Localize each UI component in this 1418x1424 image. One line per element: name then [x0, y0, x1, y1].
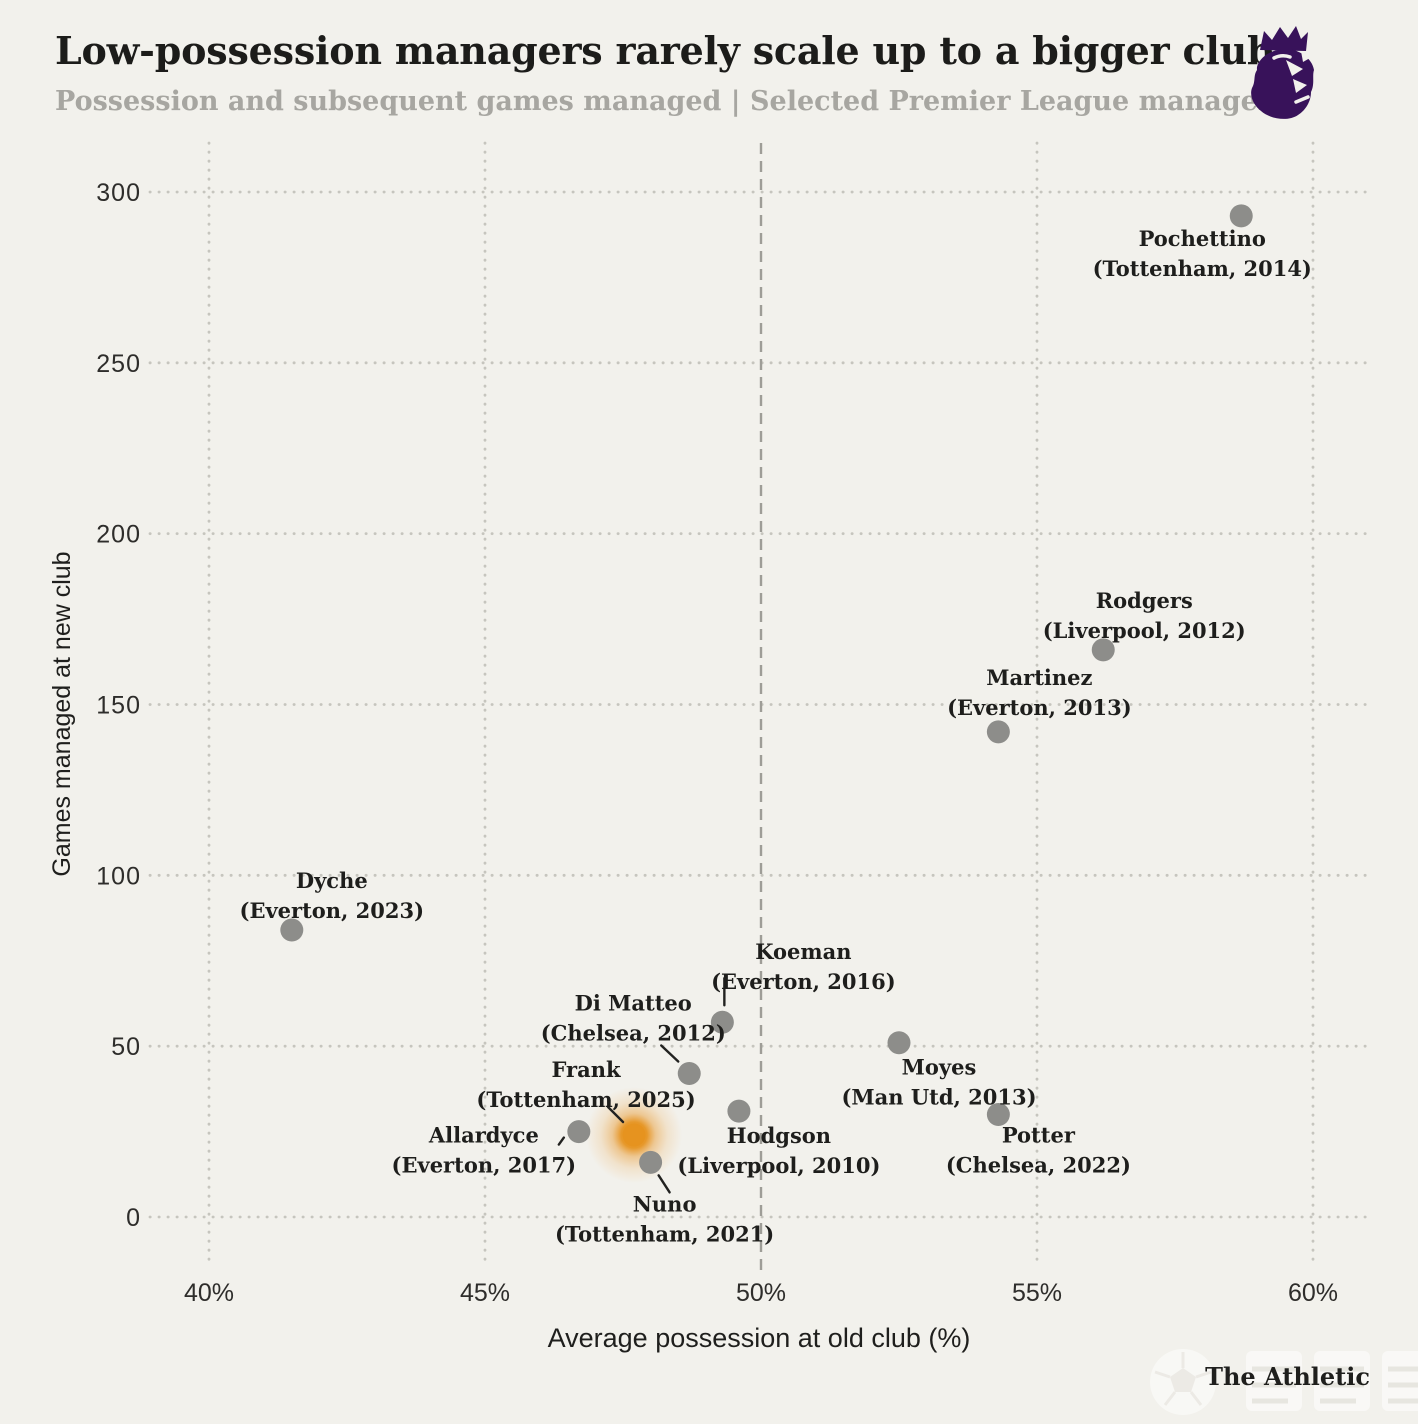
data-point-highlighted [622, 1123, 646, 1147]
point-label-club-year: (Tottenham, 2014) [1093, 256, 1312, 281]
data-point [567, 1120, 591, 1144]
point-label-club-year: (Chelsea, 2022) [946, 1152, 1131, 1177]
chart-title: Low-possession managers rarely scale up … [55, 28, 1274, 73]
x-tick-label: 55% [1012, 1279, 1062, 1307]
axis-layer: 0 50 100 150 200 250 300 40% 45% 50% 55% 60% Average… [48, 179, 1338, 1353]
leader-line [660, 1044, 680, 1063]
x-tick-label: 50% [736, 1279, 786, 1307]
chart-subtitle: Possession and subsequent games managed … [55, 86, 1288, 117]
leader-line [657, 1174, 671, 1194]
point-label-club-year: (Liverpool, 2010) [677, 1153, 880, 1178]
leader-line [557, 1136, 566, 1146]
data-point [1229, 204, 1253, 228]
point-label-name: Pochettino [1139, 226, 1266, 251]
point-label-name: Nuno [633, 1191, 697, 1216]
point-label-name: Frank [552, 1057, 621, 1082]
data-point [280, 918, 304, 942]
y-tick-label: 200 [96, 521, 141, 549]
data-point [677, 1061, 701, 1085]
x-axis-title: Average possession at old club (%) [548, 1323, 971, 1353]
point-label-name: Moyes [902, 1055, 977, 1080]
label-layer: Pochettino (Tottenham, 2014) Rodgers (Liver… [240, 226, 1312, 1246]
point-label-name: Allardyce [428, 1123, 539, 1148]
point-label-name: Potter [1002, 1122, 1076, 1147]
y-tick-label: 250 [96, 350, 141, 378]
point-layer [280, 204, 1253, 1183]
point-label-club-year: (Man Utd, 2013) [841, 1085, 1036, 1110]
point-label-club-year: (Everton, 2017) [392, 1153, 577, 1178]
y-axis-title: Games managed at new club [48, 551, 76, 876]
point-label-club-year: (Chelsea, 2012) [541, 1020, 726, 1045]
y-tick-label: 0 [126, 1204, 141, 1232]
point-label-name: Di Matteo [575, 990, 692, 1015]
grid-layer [148, 141, 1370, 1270]
point-label-name: Hodgson [727, 1123, 831, 1148]
premier-league-lion-logo [1244, 24, 1322, 120]
x-tick-label: 60% [1288, 1279, 1338, 1307]
point-label-club-year: (Everton, 2013) [947, 695, 1132, 720]
point-label-club-year: (Liverpool, 2012) [1043, 618, 1246, 643]
data-point [986, 720, 1010, 744]
x-tick-label: 40% [184, 1279, 234, 1307]
data-point [710, 1010, 734, 1034]
data-point [986, 1102, 1010, 1126]
y-tick-label: 150 [96, 691, 141, 719]
data-point [1091, 638, 1115, 662]
source-credit: The Athletic [1205, 1362, 1370, 1391]
x-tick-label: 45% [460, 1279, 510, 1307]
point-label-club-year: (Everton, 2016) [711, 969, 896, 994]
point-label-name: Dyche [296, 868, 368, 893]
y-tick-label: 100 [96, 862, 141, 890]
y-tick-label: 300 [96, 179, 141, 207]
point-label-club-year: (Tottenham, 2021) [555, 1221, 774, 1246]
point-label-name: Martinez [986, 665, 1092, 690]
point-label-name: Koeman [755, 939, 851, 964]
lion-crest-icon [1251, 26, 1314, 119]
point-label-club-year: (Tottenham, 2025) [476, 1087, 695, 1112]
leader-line [606, 1105, 625, 1124]
data-point [887, 1031, 911, 1055]
point-label-name: Rodgers [1096, 588, 1193, 613]
data-point [639, 1150, 663, 1174]
point-label-club-year: (Everton, 2023) [240, 898, 425, 923]
y-tick-label: 50 [111, 1033, 141, 1061]
data-point [727, 1099, 751, 1123]
